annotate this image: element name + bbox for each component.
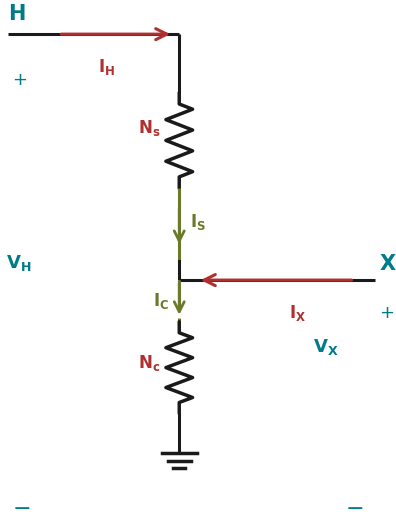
Text: H: H [8,4,26,24]
Text: $\mathbf{V_X}$: $\mathbf{V_X}$ [312,337,338,357]
Text: X: X [379,254,396,274]
Text: $\mathbf{I_C}$: $\mathbf{I_C}$ [152,291,169,311]
Text: $-$: $-$ [345,497,364,517]
Text: $-$: $-$ [12,497,30,517]
Text: $\mathbf{I_X}$: $\mathbf{I_X}$ [289,303,307,323]
Text: $\mathbf{N_c}$: $\mathbf{N_c}$ [138,354,160,373]
Text: $\mathbf{V_H}$: $\mathbf{V_H}$ [6,253,32,273]
Text: $\mathbf{I_H}$: $\mathbf{I_H}$ [98,57,115,77]
Text: $\mathbf{N_s}$: $\mathbf{N_s}$ [138,118,160,138]
Text: $\mathbf{I_S}$: $\mathbf{I_S}$ [190,212,206,232]
Text: +: + [13,71,27,89]
Text: +: + [379,304,394,322]
